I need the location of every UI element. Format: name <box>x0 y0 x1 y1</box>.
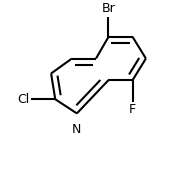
Text: Br: Br <box>102 2 115 15</box>
Text: N: N <box>72 123 82 136</box>
Text: F: F <box>129 103 136 116</box>
Text: Cl: Cl <box>17 93 29 106</box>
